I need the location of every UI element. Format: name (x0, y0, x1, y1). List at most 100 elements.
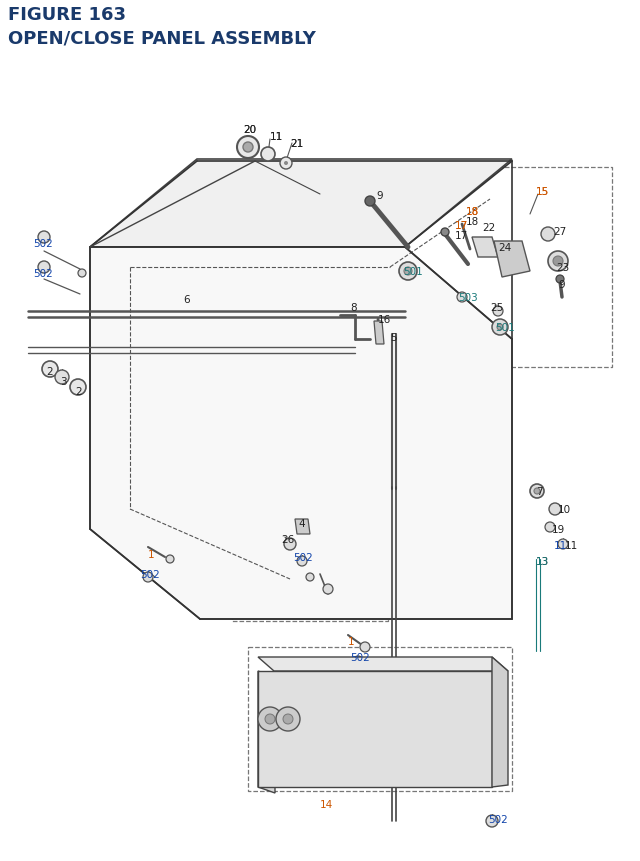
Circle shape (42, 362, 58, 378)
Text: 502: 502 (350, 653, 370, 662)
Circle shape (441, 229, 449, 237)
Circle shape (545, 523, 555, 532)
Text: 503: 503 (458, 293, 477, 303)
Circle shape (534, 488, 540, 494)
Circle shape (265, 714, 275, 724)
Circle shape (486, 815, 498, 827)
Circle shape (399, 263, 417, 281)
Polygon shape (494, 242, 530, 278)
Text: 6: 6 (183, 294, 189, 305)
Circle shape (284, 538, 296, 550)
Polygon shape (90, 160, 512, 248)
Text: 26: 26 (281, 535, 294, 544)
Text: 22: 22 (482, 223, 495, 232)
Polygon shape (258, 672, 492, 787)
Text: 1: 1 (348, 636, 355, 647)
Circle shape (297, 556, 307, 567)
Text: 502: 502 (488, 814, 508, 824)
Text: FIGURE 163: FIGURE 163 (8, 6, 126, 24)
Text: 501: 501 (403, 267, 423, 276)
Text: 20: 20 (243, 125, 256, 135)
Text: 27: 27 (553, 226, 566, 237)
Text: 11: 11 (270, 132, 284, 142)
Text: 3: 3 (60, 376, 67, 387)
Circle shape (365, 197, 375, 207)
Circle shape (323, 585, 333, 594)
Circle shape (38, 232, 50, 244)
Circle shape (55, 370, 69, 385)
Polygon shape (258, 657, 508, 672)
Text: 19: 19 (552, 524, 565, 535)
Polygon shape (258, 672, 275, 793)
Circle shape (283, 714, 293, 724)
Circle shape (353, 656, 363, 666)
Text: 20: 20 (243, 125, 256, 135)
Circle shape (78, 269, 86, 278)
Polygon shape (295, 519, 310, 535)
Circle shape (558, 539, 568, 549)
Text: 4: 4 (298, 518, 305, 529)
Circle shape (284, 162, 288, 166)
Polygon shape (472, 238, 498, 257)
Polygon shape (90, 248, 512, 619)
Text: 502: 502 (33, 269, 52, 279)
Circle shape (556, 276, 564, 283)
Text: 17: 17 (455, 220, 468, 231)
Text: 9: 9 (376, 191, 383, 201)
Text: 501: 501 (495, 323, 515, 332)
Circle shape (38, 262, 50, 274)
Text: 502: 502 (140, 569, 160, 579)
Circle shape (457, 293, 467, 303)
Text: 13: 13 (536, 556, 549, 567)
Circle shape (306, 573, 314, 581)
Circle shape (70, 380, 86, 395)
Text: 21: 21 (290, 139, 303, 149)
Text: 1: 1 (148, 549, 155, 560)
Text: 7: 7 (536, 486, 543, 497)
Text: 8: 8 (350, 303, 356, 313)
Text: 11: 11 (554, 541, 567, 550)
Circle shape (492, 319, 508, 336)
Text: 16: 16 (378, 314, 391, 325)
Circle shape (243, 143, 253, 152)
Circle shape (258, 707, 282, 731)
Text: 15: 15 (536, 187, 549, 197)
Circle shape (166, 555, 174, 563)
Text: 5: 5 (390, 332, 397, 343)
Text: 2: 2 (75, 387, 82, 397)
Text: 9: 9 (558, 280, 564, 289)
Text: 502: 502 (33, 238, 52, 249)
Text: 21: 21 (290, 139, 303, 149)
Circle shape (280, 158, 292, 170)
Text: 11: 11 (270, 132, 284, 142)
Text: 18: 18 (466, 207, 479, 217)
Text: 18: 18 (466, 217, 479, 226)
Text: 2: 2 (46, 367, 52, 376)
Circle shape (549, 504, 561, 516)
Text: 23: 23 (556, 263, 569, 273)
Text: OPEN/CLOSE PANEL ASSEMBLY: OPEN/CLOSE PANEL ASSEMBLY (8, 29, 316, 47)
Circle shape (553, 257, 563, 267)
Circle shape (493, 307, 503, 317)
Polygon shape (492, 657, 508, 787)
Circle shape (530, 485, 544, 499)
Text: 15: 15 (536, 187, 549, 197)
Circle shape (404, 268, 412, 276)
Circle shape (497, 325, 503, 331)
Text: 17: 17 (455, 220, 468, 231)
Text: 10: 10 (558, 505, 571, 514)
Text: 502: 502 (293, 553, 313, 562)
Text: 17: 17 (455, 231, 468, 241)
Text: 13: 13 (536, 556, 549, 567)
Circle shape (541, 228, 555, 242)
Circle shape (360, 642, 370, 653)
Circle shape (237, 137, 259, 158)
Text: 24: 24 (498, 243, 511, 253)
Polygon shape (374, 322, 384, 344)
Text: 25: 25 (490, 303, 503, 313)
Text: 11: 11 (565, 541, 579, 550)
Circle shape (143, 573, 153, 582)
Circle shape (276, 707, 300, 731)
Text: 18: 18 (466, 207, 479, 217)
Circle shape (548, 251, 568, 272)
